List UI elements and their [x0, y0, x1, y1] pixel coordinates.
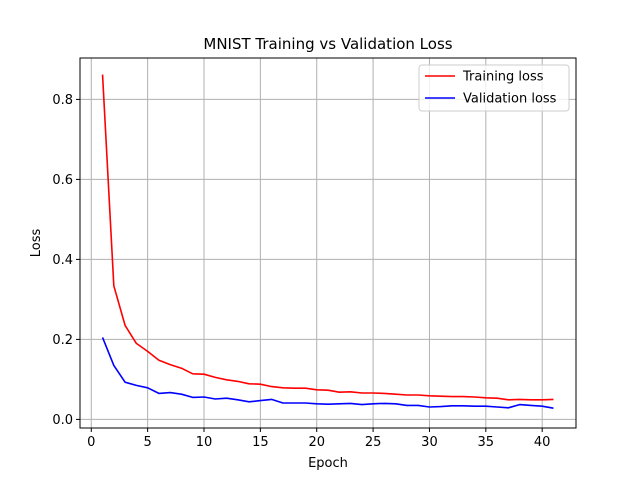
plot-area: [80, 58, 576, 428]
validation-loss-line: [101, 337, 554, 409]
legend-label-training: Training loss: [462, 70, 544, 85]
x-tick-label: 0: [87, 435, 95, 450]
y-tick-label: 0.2: [52, 333, 73, 348]
training-loss-line: [101, 74, 554, 401]
x-tick-label: 30: [421, 435, 438, 450]
y-tick-label: 0.4: [52, 253, 73, 268]
x-tick-label: 25: [365, 435, 382, 450]
y-tick-label: 0.0: [52, 413, 73, 428]
y-tick-label: 0.6: [52, 173, 73, 188]
y-axis-label: Loss: [29, 229, 44, 258]
x-tick-label: 40: [534, 435, 551, 450]
x-tick-label: 35: [478, 435, 495, 450]
legend-box: [418, 64, 570, 112]
legend-label-validation: Validation loss: [463, 92, 557, 107]
x-tick-label: 15: [252, 435, 269, 450]
x-tick-label: 20: [308, 435, 325, 450]
grid: [80, 58, 576, 428]
y-tick-label: 0.8: [52, 93, 73, 108]
x-axis-ticks: 0 5 10 15 20 25 30 35 40: [87, 428, 550, 450]
x-tick-label: 10: [196, 435, 213, 450]
y-axis-ticks: 0.0 0.2 0.4 0.6 0.8: [52, 93, 80, 428]
chart-title: MNIST Training vs Validation Loss: [203, 35, 452, 53]
axes-frame: [79, 57, 577, 429]
x-axis-label: Epoch: [308, 456, 348, 471]
legend: Training loss Validation loss: [418, 64, 570, 112]
series: [101, 74, 554, 409]
x-tick-label: 5: [143, 435, 151, 450]
